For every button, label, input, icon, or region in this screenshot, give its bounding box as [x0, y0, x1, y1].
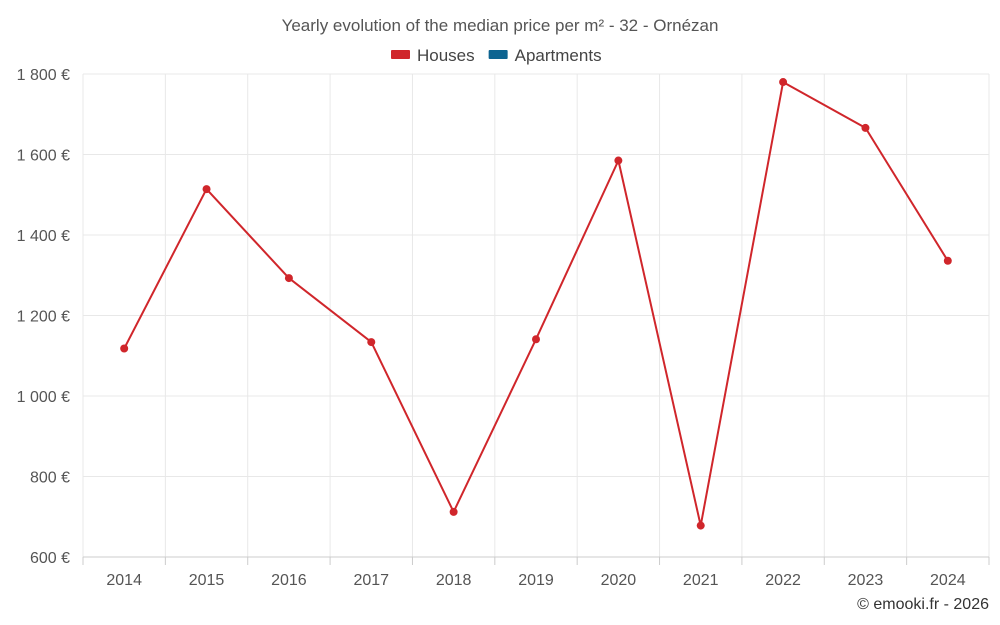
legend-label-houses[interactable]: Houses	[417, 46, 475, 65]
legend-swatch-houses	[391, 50, 410, 59]
data-point-houses-2016[interactable]	[284, 274, 293, 283]
y-tick-label: 1 200 €	[17, 309, 70, 326]
data-point-houses-2017[interactable]	[367, 338, 376, 347]
x-tick-label: 2022	[765, 572, 801, 589]
credit-text: © emooki.fr - 2026	[857, 596, 989, 613]
x-tick-label: 2023	[848, 572, 884, 589]
series-layer	[120, 78, 952, 530]
data-point-houses-2015[interactable]	[202, 185, 211, 194]
x-tick-label: 2018	[436, 572, 472, 589]
data-point-houses-2023[interactable]	[861, 123, 870, 132]
y-tick-label: 1 400 €	[17, 228, 70, 245]
data-point-houses-2014[interactable]	[120, 344, 129, 353]
legend: Houses Apartments	[391, 46, 602, 65]
y-tick-label: 800 €	[30, 470, 70, 487]
y-tick-label: 1 600 €	[17, 148, 70, 165]
y-tick-label: 600 €	[30, 550, 70, 567]
y-tick-label: 1 000 €	[17, 389, 70, 406]
data-point-houses-2019[interactable]	[532, 335, 540, 344]
legend-label-apartments[interactable]: Apartments	[515, 46, 602, 65]
legend-swatch-apartments	[488, 50, 508, 59]
chart-title: Yearly evolution of the median price per…	[282, 16, 719, 35]
x-tick-label: 2014	[106, 572, 142, 589]
x-tick-label: 2020	[601, 572, 637, 589]
x-tick-label: 2024	[930, 572, 966, 589]
data-point-houses-2020[interactable]	[614, 156, 623, 165]
x-axis: 2014 2015 2016 2017 2018 2019 2020 2021 2022 2023…	[82, 556, 990, 589]
grid-lines	[82, 73, 990, 557]
x-tick-label: 2019	[518, 572, 554, 589]
y-axis: 600 € 800 € 1 000 € 1 200 € 1 400 € 1 600 € 1 …	[17, 67, 70, 567]
data-point-houses-2024[interactable]	[943, 256, 952, 265]
data-point-houses-2022[interactable]	[779, 78, 788, 87]
x-tick-label: 2017	[353, 572, 389, 589]
y-tick-label: 1 800 €	[17, 67, 70, 84]
x-tick-label: 2016	[271, 572, 307, 589]
data-point-houses-2018[interactable]	[449, 507, 458, 516]
data-point-houses-2021[interactable]	[696, 521, 705, 530]
x-tick-label: 2015	[189, 572, 225, 589]
x-tick-label: 2021	[683, 572, 719, 589]
